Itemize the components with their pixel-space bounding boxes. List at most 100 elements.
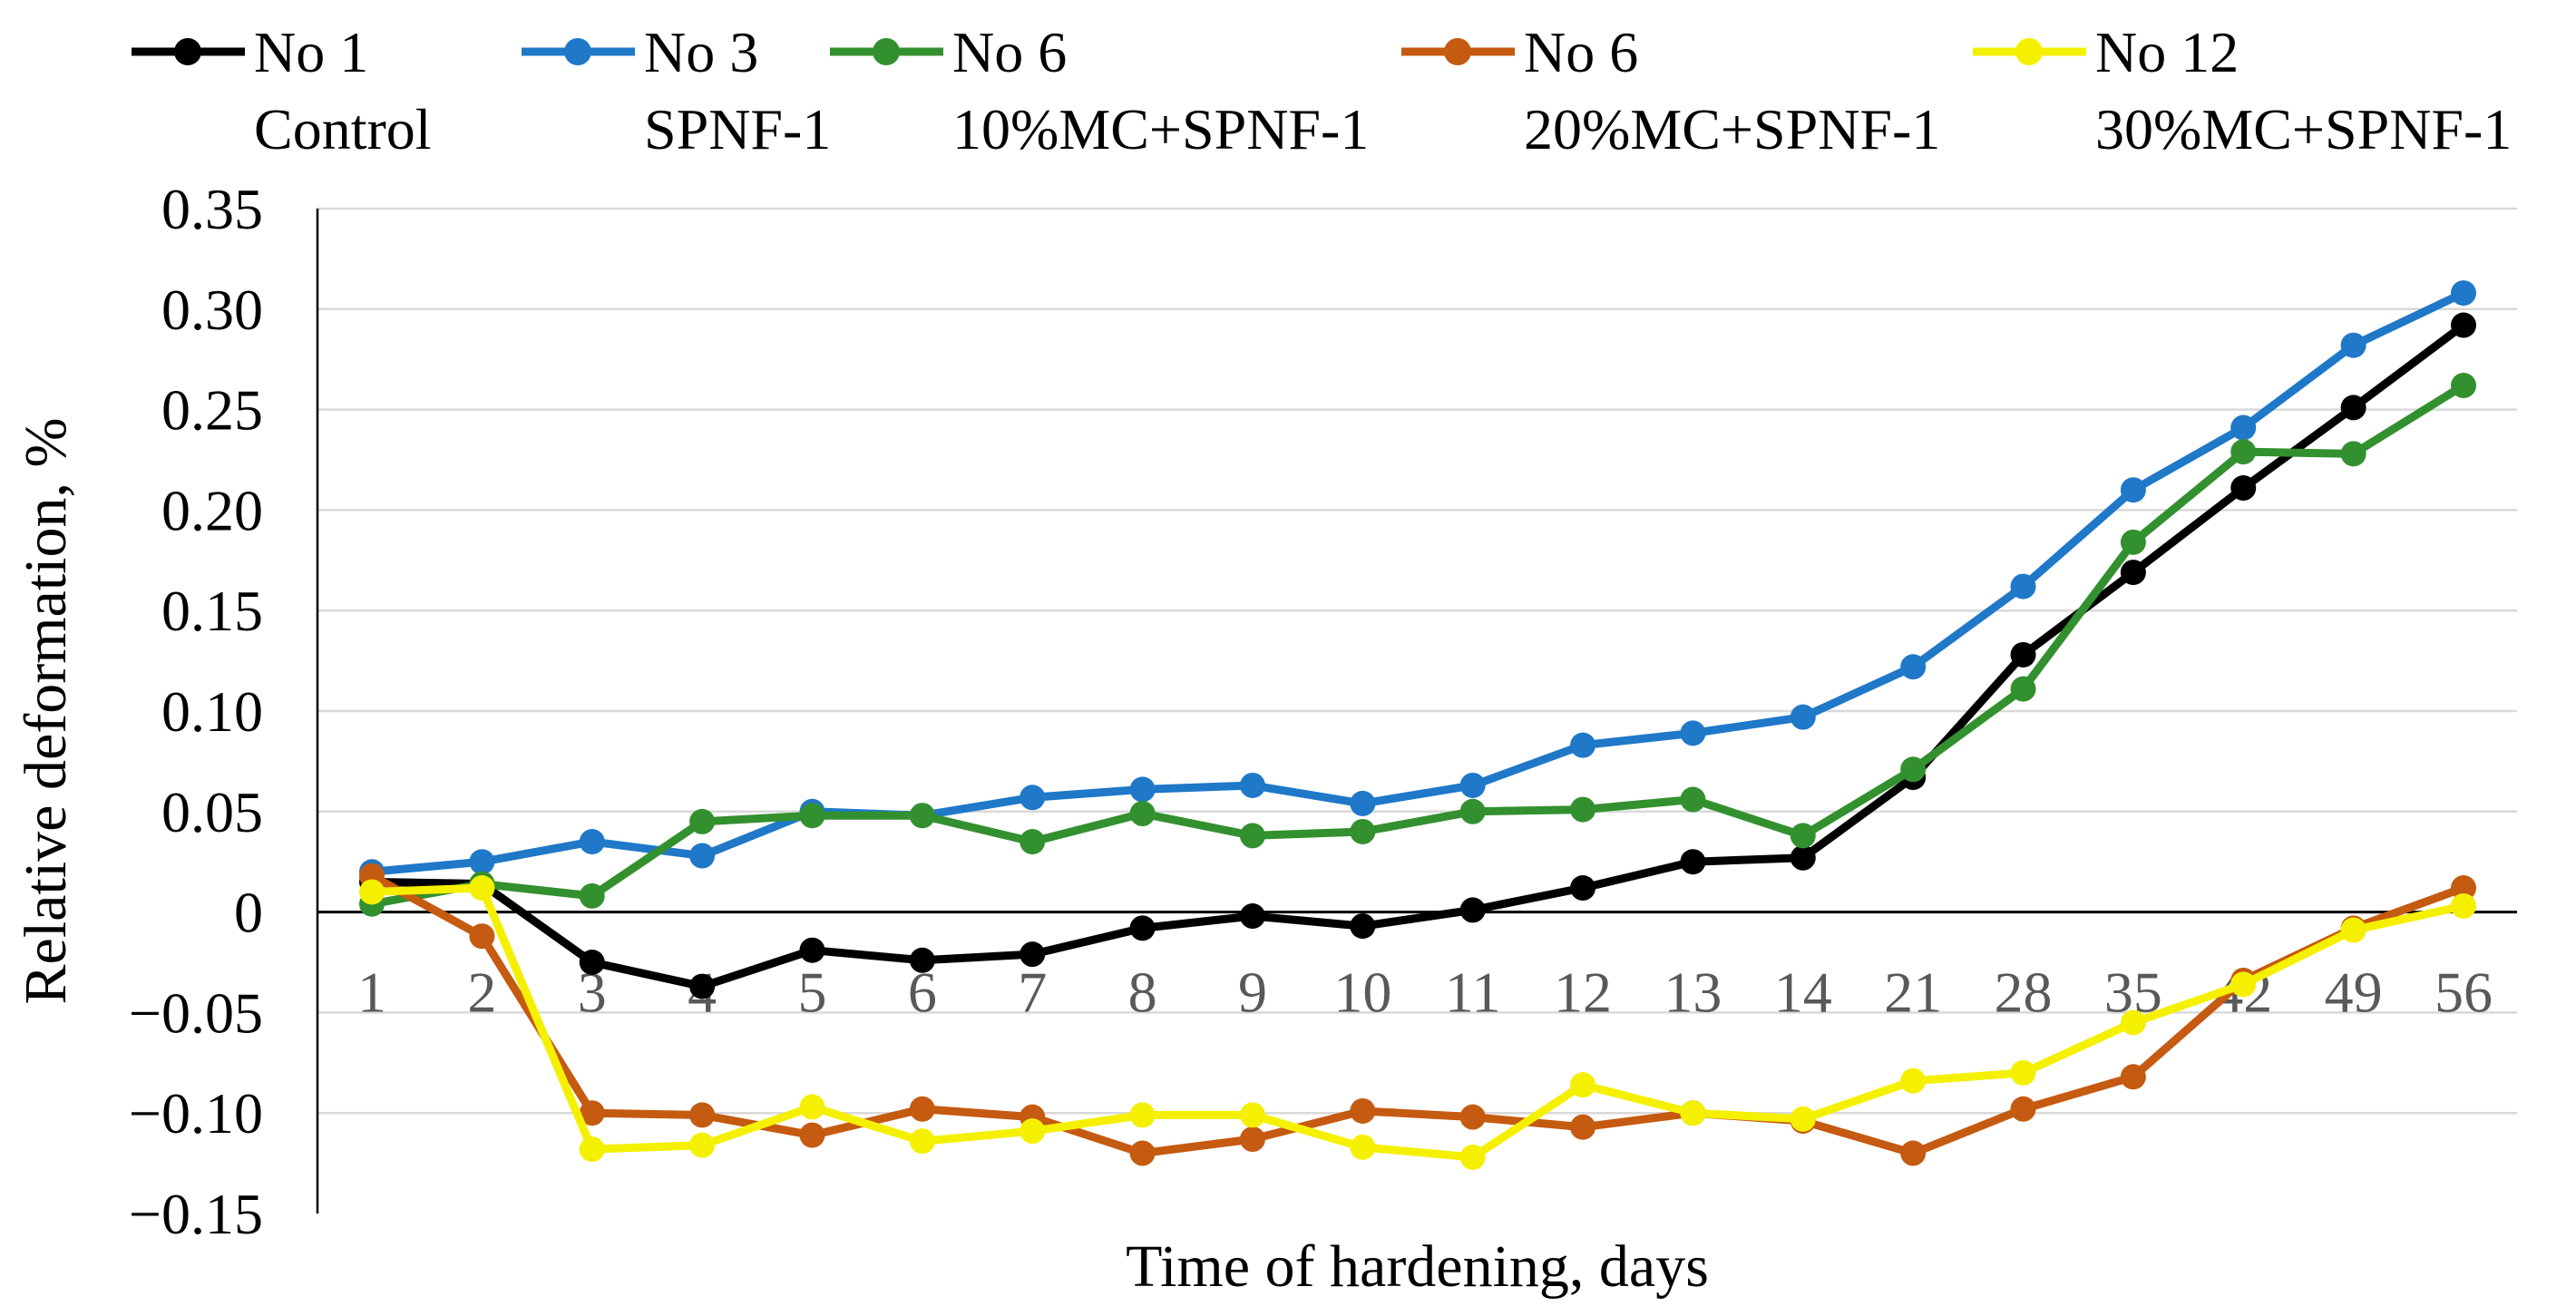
data-point xyxy=(1239,1126,1265,1153)
series-line xyxy=(371,883,2464,1162)
data-point xyxy=(1900,1067,1927,1094)
data-point xyxy=(1350,1134,1376,1160)
data-point xyxy=(1570,875,1596,902)
series-2 xyxy=(359,280,2476,885)
data-point xyxy=(1790,1106,1816,1132)
y-tick-label: 0.10 xyxy=(161,679,263,744)
data-point xyxy=(1459,798,1486,824)
data-point xyxy=(1020,941,1046,968)
data-point xyxy=(1129,915,1156,941)
data-point xyxy=(1350,818,1376,844)
legend-series-description: 30%MC+SPNF-1 xyxy=(2095,97,2512,161)
y-tick-label: 0.25 xyxy=(161,378,263,443)
data-point xyxy=(2451,892,2476,919)
data-point xyxy=(1790,823,1816,849)
data-point xyxy=(1020,1118,1046,1145)
data-point xyxy=(1129,1140,1156,1166)
data-point xyxy=(799,1122,825,1148)
data-point xyxy=(1020,829,1046,855)
data-point xyxy=(1129,801,1156,827)
legend-item: No 3 SPNF-1 xyxy=(522,20,831,161)
data-point xyxy=(909,947,935,973)
data-point xyxy=(1459,1144,1486,1170)
data-point xyxy=(799,803,825,829)
data-point xyxy=(2230,414,2257,441)
legend-marker xyxy=(564,38,591,65)
data-point xyxy=(2010,676,2036,702)
legend-item: No 12 30%MC+SPNF-1 xyxy=(1973,20,2512,161)
legend-series-name: No 6 xyxy=(952,20,1067,84)
series-1 xyxy=(359,312,2476,999)
series-line xyxy=(371,289,2465,876)
y-tick-label: 0 xyxy=(234,881,263,945)
legend-series-name: No 3 xyxy=(644,20,758,84)
y-tick-label: −0.10 xyxy=(129,1081,263,1145)
data-point xyxy=(469,923,495,950)
data-point xyxy=(1680,786,1706,813)
legend-series-name: No 1 xyxy=(254,20,368,84)
data-point xyxy=(1350,1097,1376,1124)
legend-marker xyxy=(2015,38,2043,65)
y-tick-label: 0.20 xyxy=(161,478,263,542)
x-tick-label: 12 xyxy=(1554,960,1612,1025)
x-tick-label: 28 xyxy=(1995,960,2053,1025)
data-point xyxy=(2340,395,2366,421)
data-point xyxy=(1020,785,1046,811)
legend-series-description: 10%MC+SPNF-1 xyxy=(952,97,1369,161)
y-axis-ticks: −0.15 −0.10 −0.05 0 0.05 0.10 0.15 0.20 0.25 0.30… xyxy=(129,177,263,1246)
data-point xyxy=(2010,641,2036,668)
data-point xyxy=(2120,560,2146,586)
x-tick-label: 2 xyxy=(467,960,496,1025)
data-point xyxy=(689,843,716,869)
data-point xyxy=(2120,1064,2146,1090)
data-point xyxy=(689,973,716,999)
data-point xyxy=(1900,1140,1927,1166)
data-point xyxy=(2451,373,2476,399)
data-point xyxy=(1239,1102,1265,1128)
x-tick-label: 7 xyxy=(1018,960,1047,1025)
data-point xyxy=(1129,1102,1156,1128)
data-point xyxy=(909,1096,935,1122)
data-point xyxy=(909,1128,935,1155)
data-point xyxy=(909,803,935,829)
data-point xyxy=(1790,844,1816,871)
data-point xyxy=(1680,1100,1706,1126)
data-point xyxy=(1570,796,1596,823)
data-point xyxy=(2451,875,2476,902)
series-line xyxy=(369,872,2465,1158)
legend-series-name: No 12 xyxy=(2095,20,2239,84)
legend-marker xyxy=(873,38,900,65)
data-point xyxy=(799,937,825,963)
data-point xyxy=(2120,529,2146,555)
y-tick-label: 0.30 xyxy=(161,278,263,342)
y-tick-label: 0.15 xyxy=(161,579,263,643)
y-tick-label: 0.35 xyxy=(161,177,263,241)
data-point xyxy=(689,808,716,834)
data-point xyxy=(689,1102,716,1128)
x-tick-label: 9 xyxy=(1238,960,1267,1025)
data-point xyxy=(1459,897,1486,923)
data-point xyxy=(1680,849,1706,875)
y-tick-label: −0.15 xyxy=(129,1182,263,1246)
y-axis-title: Relative deformation, % xyxy=(13,418,79,1005)
x-axis-title: Time of hardening, days xyxy=(1126,1233,1709,1300)
data-point xyxy=(2451,280,2476,307)
legend-series-name: No 6 xyxy=(1524,20,1638,84)
data-point xyxy=(1680,720,1706,746)
data-point xyxy=(2010,573,2036,600)
data-point xyxy=(1570,1072,1596,1098)
data-point xyxy=(1350,913,1376,940)
series-line xyxy=(371,321,2466,991)
x-axis-ticks: 1234567891011121314212835424956 xyxy=(357,960,2493,1025)
legend-series-description: SPNF-1 xyxy=(644,97,831,161)
series-3 xyxy=(359,373,2476,917)
data-point xyxy=(2010,1096,2036,1122)
series-line xyxy=(371,382,2466,909)
data-point xyxy=(2451,312,2476,338)
data-point xyxy=(1239,823,1265,849)
data-point xyxy=(469,875,495,902)
data-point xyxy=(1459,1104,1486,1130)
data-point xyxy=(1570,1114,1596,1140)
data-point xyxy=(1790,704,1816,730)
data-point xyxy=(1350,790,1376,816)
